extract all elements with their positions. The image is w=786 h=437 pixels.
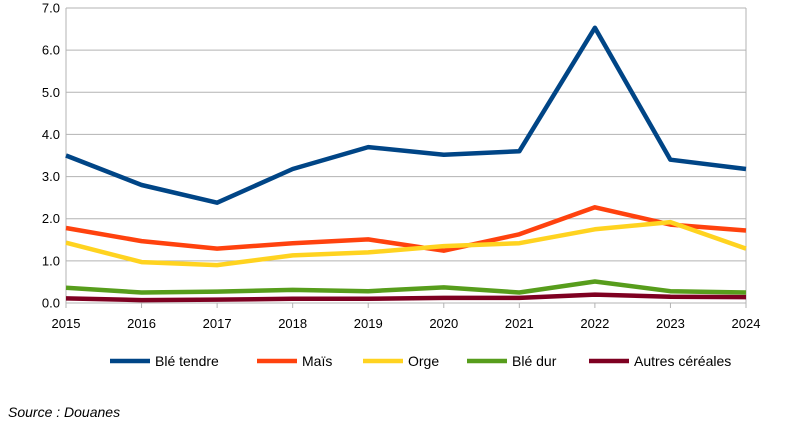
x-tick-label: 2020 xyxy=(429,316,458,331)
series-line-0 xyxy=(65,25,747,205)
y-tick-label: 4.0 xyxy=(42,127,60,142)
y-tick-label: 3.0 xyxy=(42,169,60,184)
x-tick-label: 2023 xyxy=(656,316,685,331)
legend: Blé tendre Maïs Orge Blé dur Autres céréales xyxy=(110,353,731,369)
y-tick-label: 6.0 xyxy=(42,43,60,58)
series-line-1 xyxy=(65,205,747,253)
source-note: Source : Douanes xyxy=(8,404,121,420)
legend-label: Maïs xyxy=(302,353,332,369)
x-tick-label: 2021 xyxy=(505,316,534,331)
y-axis-ticks: 0.0 1.0 2.0 3.0 4.0 5.0 6.0 7.0 xyxy=(42,1,60,311)
x-tick-label: 2017 xyxy=(203,316,232,331)
legend-label: Orge xyxy=(408,353,439,369)
axes xyxy=(65,8,747,303)
legend-label: Blé tendre xyxy=(155,353,219,369)
y-tick-label: 2.0 xyxy=(42,211,60,226)
legend-label: Autres céréales xyxy=(634,353,731,369)
y-tick-label: 5.0 xyxy=(42,85,60,100)
series-lines xyxy=(65,25,747,303)
y-tick-label: 1.0 xyxy=(42,253,60,268)
y-tick-label: 7.0 xyxy=(42,1,60,16)
x-axis-ticks: 2015 2016 2017 2018 2019 2020 2021 2022 2023 2024 xyxy=(52,303,761,331)
series-line-2 xyxy=(65,219,747,268)
series-line-4 xyxy=(65,292,747,303)
x-tick-label: 2016 xyxy=(127,316,156,331)
grid-lines xyxy=(66,7,746,304)
x-tick-label: 2019 xyxy=(354,316,383,331)
x-tick-label: 2024 xyxy=(732,316,761,331)
series-line-3 xyxy=(65,279,747,295)
x-tick-label: 2022 xyxy=(580,316,609,331)
legend-label: Blé dur xyxy=(512,353,557,369)
x-tick-label: 2015 xyxy=(52,316,81,331)
line-chart: 0.01.02.03.04.05.06.07.0 2015 2016 2017 201… xyxy=(42,1,761,370)
x-tick-label: 2018 xyxy=(278,316,307,331)
y-tick-label: 0.0 xyxy=(42,296,60,311)
